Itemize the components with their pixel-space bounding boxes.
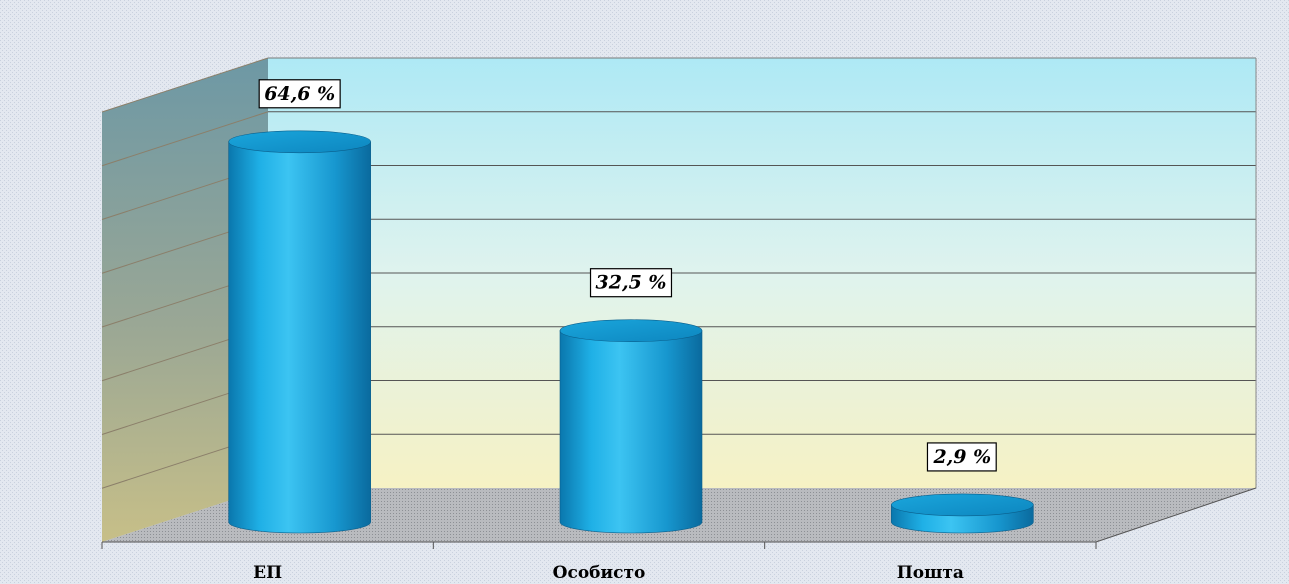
bars: [228, 130, 1034, 534]
bar: [559, 330, 703, 534]
data-label-box: [926, 442, 997, 472]
data-label-box: [258, 79, 341, 109]
data-label-box: [589, 268, 673, 298]
data-labels: 64,6 % 32,5 % 2,9 %: [258, 79, 997, 472]
data-label: 2,9 %: [932, 446, 991, 468]
bar: [228, 141, 371, 534]
category-label: ЕП: [253, 563, 282, 583]
x-axis: ЕП Особисто Пошта: [101, 542, 1097, 583]
category-label: Пошта: [897, 563, 964, 583]
category-label: Особисто: [553, 563, 646, 583]
bar-top: [891, 493, 1034, 517]
bar-top: [228, 130, 371, 154]
side-gridline: [101, 57, 269, 113]
data-label: 64,6 %: [264, 83, 335, 105]
side-gridline: [101, 111, 269, 167]
data-label: 32,5 %: [596, 272, 667, 294]
bar-top: [559, 319, 703, 343]
